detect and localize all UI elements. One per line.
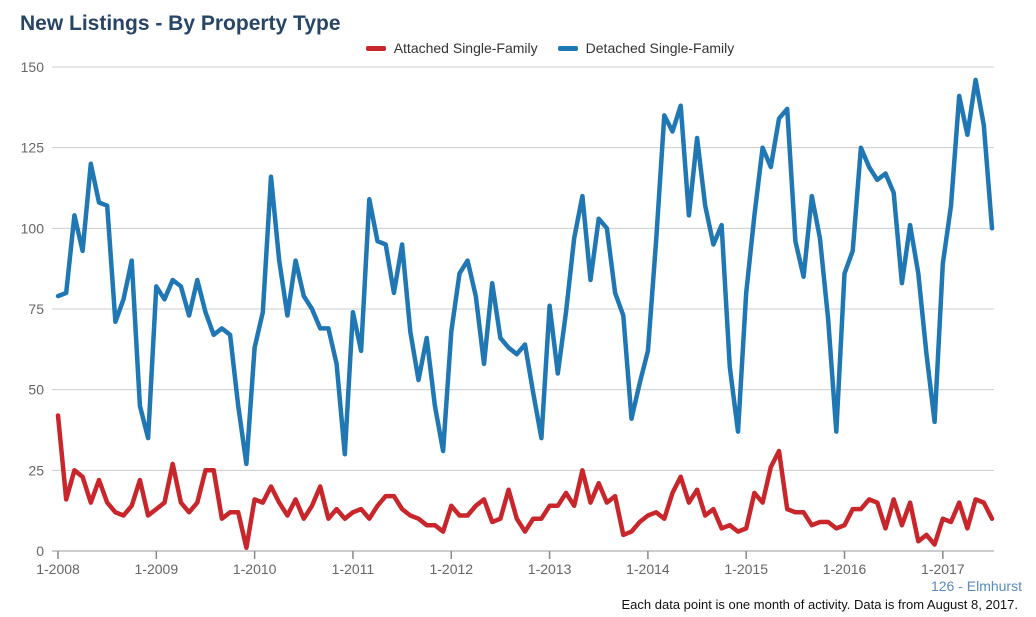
y-tick-label: 0 (36, 543, 44, 559)
x-axis: 1-2008 1-2009 1-2010 1-2011 1-2012 1-2013 1-20… (36, 551, 965, 577)
legend: Attached Single-Family Detached Single-F… (0, 40, 1036, 56)
legend-label-attached: Attached Single-Family (393, 40, 538, 56)
y-tick-label: 125 (21, 140, 45, 156)
series-line-detached-single-family[interactable] (55, 77, 995, 467)
y-tick-label: 100 (21, 220, 45, 236)
y-tick-label: 25 (28, 462, 44, 478)
x-tick-label: 1-2010 (233, 561, 277, 577)
legend-swatch-detached (557, 45, 578, 51)
legend-item-detached[interactable]: Detached Single-Family (557, 40, 735, 56)
x-tick-label: 1-2013 (528, 561, 572, 577)
x-tick-label: 1-2015 (724, 561, 768, 577)
area-label: 126 - Elmhurst (930, 578, 1022, 594)
y-tick-label: 150 (21, 59, 45, 75)
y-axis-ticks: 0 25 50 75 100 125 150 (21, 59, 45, 559)
series-line-attached-single-family[interactable] (55, 413, 995, 551)
x-tick-label: 1-2017 (921, 561, 965, 577)
legend-item-attached[interactable]: Attached Single-Family (302, 40, 538, 56)
x-tick-label: 1-2008 (36, 561, 80, 577)
x-tick-label: 1-2011 (332, 561, 375, 577)
legend-swatch-attached (365, 45, 386, 51)
x-tick-label: 1-2014 (626, 561, 670, 577)
x-tick-label: 1-2009 (135, 561, 179, 577)
grid-lines (52, 66, 994, 552)
y-tick-label: 50 (28, 382, 44, 398)
footer-note: Each data point is one month of activity… (621, 597, 1018, 612)
x-tick-label: 1-2016 (823, 561, 867, 577)
y-tick-label: 75 (28, 301, 44, 317)
series-lines (55, 77, 995, 551)
x-tick-label: 1-2012 (429, 561, 473, 577)
legend-label-detached: Detached Single-Family (585, 40, 735, 56)
chart-title: New Listings - By Property Type (20, 12, 341, 35)
